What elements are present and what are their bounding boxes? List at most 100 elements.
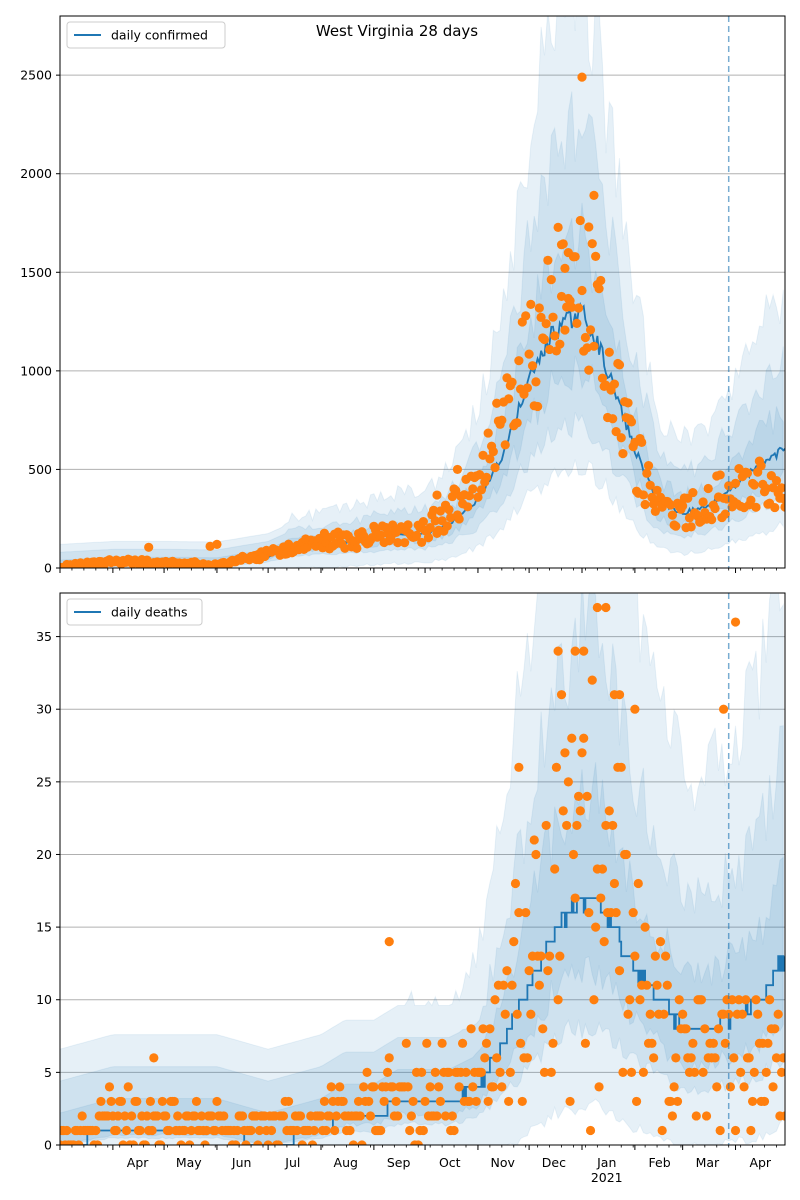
data-point <box>780 1111 785 1121</box>
data-point <box>113 1111 123 1121</box>
data-point <box>746 1125 756 1136</box>
data-point <box>771 476 782 486</box>
data-point <box>231 1140 241 1145</box>
data-point <box>678 501 688 511</box>
data-point <box>597 864 608 874</box>
data-point <box>507 377 517 387</box>
data-point <box>128 1140 138 1145</box>
data-point <box>647 1038 657 1048</box>
data-point <box>543 966 553 976</box>
data-point <box>507 980 517 990</box>
data-point <box>630 951 640 961</box>
data-point <box>417 1067 427 1077</box>
data-point <box>393 1111 403 1121</box>
data-point <box>432 490 442 500</box>
data-point <box>309 1125 319 1136</box>
data-point <box>611 427 621 437</box>
x-tick-label: May <box>176 1155 202 1170</box>
data-point <box>572 318 582 329</box>
data-point <box>655 937 666 947</box>
data-point <box>485 454 495 464</box>
data-point <box>353 1096 364 1107</box>
data-point <box>707 514 717 525</box>
data-point <box>626 417 637 427</box>
data-point <box>589 341 599 351</box>
data-point <box>514 907 524 918</box>
data-point <box>628 907 638 918</box>
data-point <box>111 1125 121 1136</box>
data-point <box>548 312 558 322</box>
data-point <box>642 468 652 478</box>
data-point <box>751 502 761 512</box>
data-point <box>77 1111 87 1121</box>
data-point <box>169 1096 179 1107</box>
data-point <box>604 806 614 816</box>
data-point <box>770 1024 780 1034</box>
data-point <box>573 303 584 313</box>
data-point <box>116 1096 127 1107</box>
data-point <box>504 1096 514 1107</box>
plot-area <box>60 593 785 1145</box>
data-point <box>142 1111 152 1121</box>
data-point <box>190 1111 200 1121</box>
legend-label: daily confirmed <box>111 28 208 43</box>
data-point <box>739 1082 749 1092</box>
data-point <box>531 849 541 860</box>
data-point <box>567 733 577 743</box>
data-point <box>730 617 741 627</box>
data-point <box>553 222 563 233</box>
data-point <box>295 1111 306 1121</box>
data-point <box>584 365 594 375</box>
data-point <box>241 1140 251 1145</box>
data-point <box>106 1096 116 1107</box>
data-point <box>246 1125 256 1136</box>
data-point <box>331 1111 341 1121</box>
data-point <box>642 980 652 990</box>
data-point <box>546 275 556 285</box>
data-point <box>768 1082 778 1092</box>
data-point <box>522 383 533 393</box>
data-point <box>196 1111 207 1121</box>
data-point <box>473 492 483 502</box>
data-point <box>674 995 684 1005</box>
data-point <box>200 1140 210 1145</box>
data-point <box>572 820 582 831</box>
data-point <box>92 1140 103 1145</box>
legend-box <box>66 21 226 49</box>
data-point <box>652 485 662 495</box>
data-point <box>773 1009 783 1019</box>
data-point <box>548 1038 558 1048</box>
data-point <box>584 907 594 918</box>
data-point <box>686 522 696 532</box>
data-point <box>464 491 475 501</box>
data-point <box>678 1009 688 1019</box>
data-point <box>454 514 464 524</box>
data-point <box>515 1038 526 1048</box>
data-point <box>152 1111 162 1121</box>
data-point <box>292 1125 302 1136</box>
data-point <box>522 1053 533 1063</box>
data-point <box>776 483 785 493</box>
data-point <box>570 252 580 262</box>
data-point <box>355 1111 365 1121</box>
data-point <box>526 299 536 309</box>
data-point <box>526 1009 536 1019</box>
data-point <box>749 1067 759 1077</box>
data-point <box>599 937 609 947</box>
data-point <box>273 1140 283 1145</box>
data-point <box>616 433 626 443</box>
data-point <box>725 1082 736 1092</box>
data-point <box>780 502 785 512</box>
data-point <box>319 1096 330 1107</box>
data-point <box>580 332 591 343</box>
data-point <box>144 542 154 552</box>
data-point <box>659 1009 669 1019</box>
data-point <box>761 1067 771 1077</box>
data-point <box>219 1111 229 1121</box>
data-point <box>614 360 625 370</box>
data-point <box>388 1082 398 1092</box>
data-point <box>430 1067 440 1077</box>
data-point <box>570 646 580 656</box>
data-point <box>212 1096 222 1107</box>
